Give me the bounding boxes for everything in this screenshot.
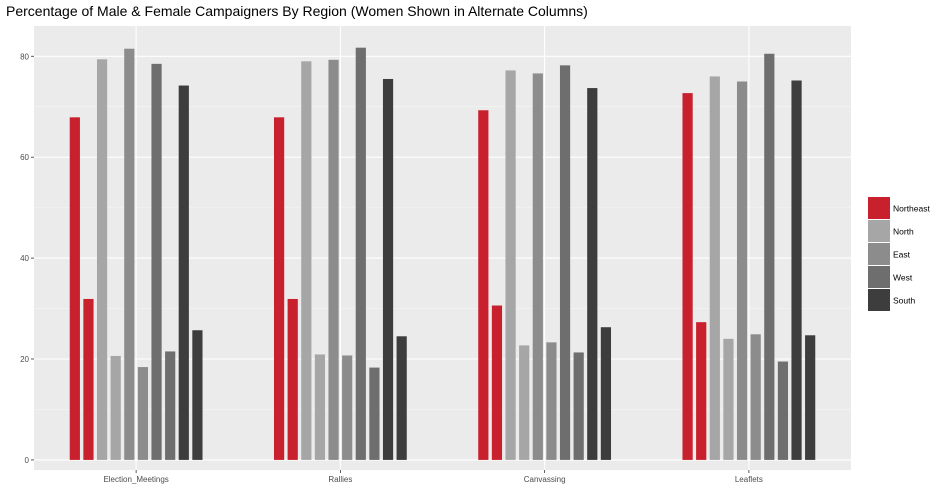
legend-label-north: North [893,227,914,237]
bar-east-male [328,59,339,460]
bar-northeast-female [287,298,298,460]
bar-south-female [805,335,816,460]
y-tick-label: 40 [20,254,29,263]
x-tick-label: Election_Meetings [103,475,168,484]
bar-north-male [709,76,720,460]
bar-south-female [396,336,407,460]
bars [69,47,816,460]
bar-west-male [151,63,162,460]
bar-northeast-male [69,117,80,460]
x-tick-label: Leaflets [735,475,763,484]
chart-title: Percentage of Male & Female Campaigners … [6,3,588,19]
bar-northeast-female [696,322,707,460]
bar-west-female [369,367,380,460]
bar-east-male [124,48,135,460]
legend-label-northeast: Northeast [893,204,930,214]
x-tick-label: Canvassing [524,475,566,484]
bar-east-male [532,73,543,460]
bar-south-female [600,327,612,460]
legend-label-south: South [893,296,915,306]
y-axis: 0 20 40 60 80 [20,52,34,465]
bar-east-female [750,334,761,460]
bar-northeast-female [83,298,94,460]
bar-south-male [791,80,802,460]
bar-northeast-male [273,117,285,460]
bar-west-female [777,361,789,460]
bar-south-female [192,330,203,460]
bar-north-male [505,70,516,460]
bar-northeast-female [491,305,503,460]
y-tick-label: 0 [25,456,30,465]
bar-west-female [165,351,176,460]
bar-west-male [764,53,775,460]
x-tick-label: Rallies [328,475,352,484]
legend: Northeast North East West South [868,197,930,311]
bar-north-female [519,345,530,460]
y-tick-label: 60 [20,153,29,162]
bar-north-female [110,355,121,460]
bar-east-female [546,342,557,460]
bar-east-female [342,355,353,460]
legend-key-south [868,289,890,311]
bar-west-female [573,352,584,460]
legend-label-east: East [893,250,911,260]
y-tick-label: 20 [20,355,29,364]
bar-west-male [559,65,571,460]
bar-north-female [314,354,326,460]
bar-west-male [355,47,366,460]
legend-label-west: West [893,273,913,283]
legend-key-west [868,266,890,288]
bar-north-male [96,59,108,460]
x-axis: Election_Meetings Rallies Canvassing Leafle… [103,470,763,484]
bar-northeast-male [478,110,489,460]
bar-east-male [736,81,748,460]
bar-northeast-male [682,93,693,460]
bar-north-male [301,61,312,460]
bar-south-male [382,78,394,460]
bar-south-male [587,88,598,460]
bar-south-male [178,85,189,460]
y-tick-label: 80 [20,52,29,61]
bar-east-female [137,367,149,460]
legend-key-east [868,243,890,265]
legend-key-northeast [868,197,890,219]
bar-north-female [723,338,734,460]
legend-key-north [868,220,890,242]
